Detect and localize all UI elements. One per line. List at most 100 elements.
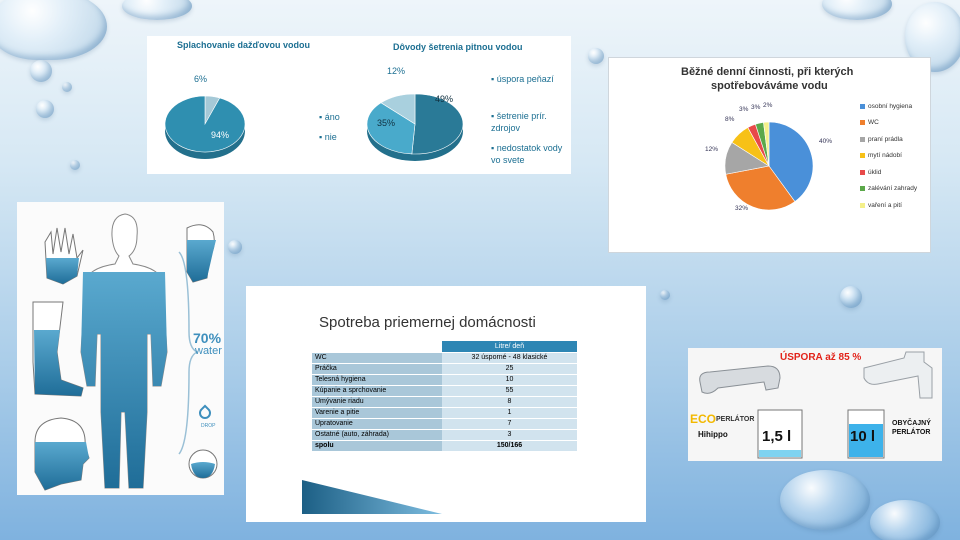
daily-pie-slice-2 (725, 165, 796, 211)
daily-chart-title-line1: Běžné denní činnosti, při kterých (681, 66, 854, 78)
rainwater-charts-card: Splachovanie dažďovou vodou Dôvody šetre… (147, 36, 571, 174)
legend-swatch (860, 202, 865, 208)
reasons-legend-3-text: nedostatok vody vo svete (491, 143, 563, 165)
legend-label: vaření a pití (868, 201, 902, 209)
rainwater-legend-yes: ▪ áno (319, 112, 340, 122)
table-row: Práčka 25 (312, 363, 577, 375)
water-drop-decoration (780, 470, 870, 530)
table-row: Varenie a pitie 1 (312, 407, 577, 419)
water-drop-decoration (588, 48, 604, 64)
water-drop-decoration (840, 286, 862, 308)
daily-pie-slice-7 (763, 121, 770, 167)
body-water-illustration (32, 213, 218, 491)
table-header-row: Litre/ deň (312, 341, 577, 353)
reasons-pie-slice-1 (411, 93, 464, 155)
legend-label: úklid (868, 168, 882, 176)
legend-item: zalévání zahrady (860, 181, 930, 198)
rainwater-legend-no-text: nie (324, 132, 337, 142)
table-cell-liters: 1 (442, 407, 577, 419)
normal-faucet-icon (863, 351, 933, 399)
rainwater-legend-no: ▪ nie (319, 132, 337, 142)
poster-brand: DROP (201, 423, 216, 429)
table-cell-liters: 7 (442, 418, 577, 430)
reasons-pie-label-3: 12% (387, 66, 406, 76)
pie-charts-canvas (164, 93, 464, 161)
table-total-row: spolu 150/166 (312, 440, 577, 452)
legend-label: mytí nádobí (868, 152, 902, 160)
eco-amount: 1,5 l (762, 428, 792, 445)
table-row: Ostatné (auto, záhrada) 3 (312, 429, 577, 441)
table-cell-activity: Upratovanie (312, 418, 442, 430)
rainwater-pie-slice-2 (164, 95, 246, 153)
reasons-pie (366, 93, 464, 155)
table-cell-liters: 8 (442, 396, 577, 408)
reasons-chart-title: Dôvody šetrenia pitnou vodou (393, 42, 523, 52)
legend-label: praní prádla (868, 135, 903, 143)
legend-label: zalévání zahrady (868, 185, 918, 193)
eco-label: ECO (690, 412, 717, 426)
water-drop-decoration (0, 0, 107, 60)
table-cell-liters: 55 (442, 385, 577, 397)
normal-amount: 10 l (850, 428, 876, 445)
daily-chart-title-line2: spotřebováváme vodu (711, 80, 828, 92)
water-drop-decoration (228, 240, 242, 254)
consumption-title: Spotreba priemernej domácnosti (319, 314, 536, 331)
legend-item: úklid (860, 164, 930, 181)
table-cell-activity: Telesná hygiena (312, 374, 442, 386)
daily-pie-label-4: 8% (725, 116, 735, 123)
legend-swatch (860, 103, 865, 109)
eco-faucet-icon (699, 365, 781, 394)
daily-pie-label-7: 2% (763, 102, 773, 109)
reasons-legend-2: ▪ šetrenie prír. zdrojov (491, 111, 547, 133)
decorative-wedge (302, 480, 442, 514)
daily-pie-canvas (724, 121, 814, 211)
body-water-poster: 70% water DROP (17, 202, 224, 495)
water-drop-decoration (870, 500, 940, 540)
faucets-illustration (699, 351, 933, 459)
daily-pie-label-6: 3% (751, 104, 761, 111)
table-cell-activity: Ostatné (auto, záhrada) (312, 429, 442, 441)
water-percentage: 70% (193, 330, 222, 346)
rainwater-chart-title: Splachovanie dažďovou vodou (177, 40, 310, 50)
table-cell-activity: Varenie a pitie (312, 407, 442, 419)
daily-pie (724, 121, 814, 211)
table-row: Kúpanie a sprchovanie 55 (312, 385, 577, 397)
table-row: Umývanie riadu 8 (312, 396, 577, 408)
daily-pie-label-5: 3% (739, 106, 749, 113)
household-consumption-card: Spotreba priemernej domácnosti Litre/ de… (246, 286, 646, 522)
legend-item: mytí nádobí (860, 148, 930, 165)
legend-swatch (860, 120, 865, 126)
reasons-legend-3: ▪ nedostatok vody vo svete (491, 143, 563, 165)
reasons-legend-2-text: šetrenie prír. zdrojov (491, 111, 547, 133)
legend-item: WC (860, 115, 930, 132)
rainwater-legend-yes-text: áno (324, 112, 340, 122)
legend-item: vaření a pití (860, 197, 930, 214)
consumption-table: Litre/ deň WC 32 úsporné - 48 klasické Práč… (312, 341, 577, 452)
eco-label-suffix: PERLÁTOR (716, 416, 755, 423)
table-cell-activity: Kúpanie a sprchovanie (312, 385, 442, 397)
water-drop-decoration (62, 82, 72, 92)
savings-headline: ÚSPORA až 85 % (780, 352, 862, 363)
table-cell-activity: WC (312, 352, 442, 364)
water-drop-decoration (122, 0, 192, 20)
daily-pie-label-2: 32% (735, 205, 749, 212)
table-cell-liters: 3 (442, 429, 577, 441)
table-cell-activity: spolu (312, 440, 442, 452)
table-cell-activity: Umývanie riadu (312, 396, 442, 408)
reasons-pie-label-2: 35% (377, 118, 396, 128)
table-cell-liters: 150/166 (442, 440, 577, 452)
table-cell-liters: 25 (442, 363, 577, 375)
table-row: Telesná hygiena 10 (312, 374, 577, 386)
legend-swatch (860, 169, 865, 175)
table-cell-activity: Práčka (312, 363, 442, 375)
aerator-savings-card: ÚSPORA až 85 % ECO PERLÁTOR Hihippo 1,5 … (688, 348, 942, 461)
legend-swatch (860, 153, 865, 159)
legend-item: praní prádla (860, 131, 930, 148)
daily-chart-legend: osobní hygiena WC praní prádla mytí nádobí ú… (860, 98, 930, 214)
water-word: water (195, 345, 222, 357)
reasons-pie-label-1: 49% (435, 94, 454, 104)
water-drop-decoration (30, 60, 52, 82)
water-drop-decoration (822, 0, 892, 20)
daily-activities-chart-card: Běžné denní činnosti, při kterých spotře… (608, 57, 931, 253)
legend-swatch (860, 186, 865, 192)
